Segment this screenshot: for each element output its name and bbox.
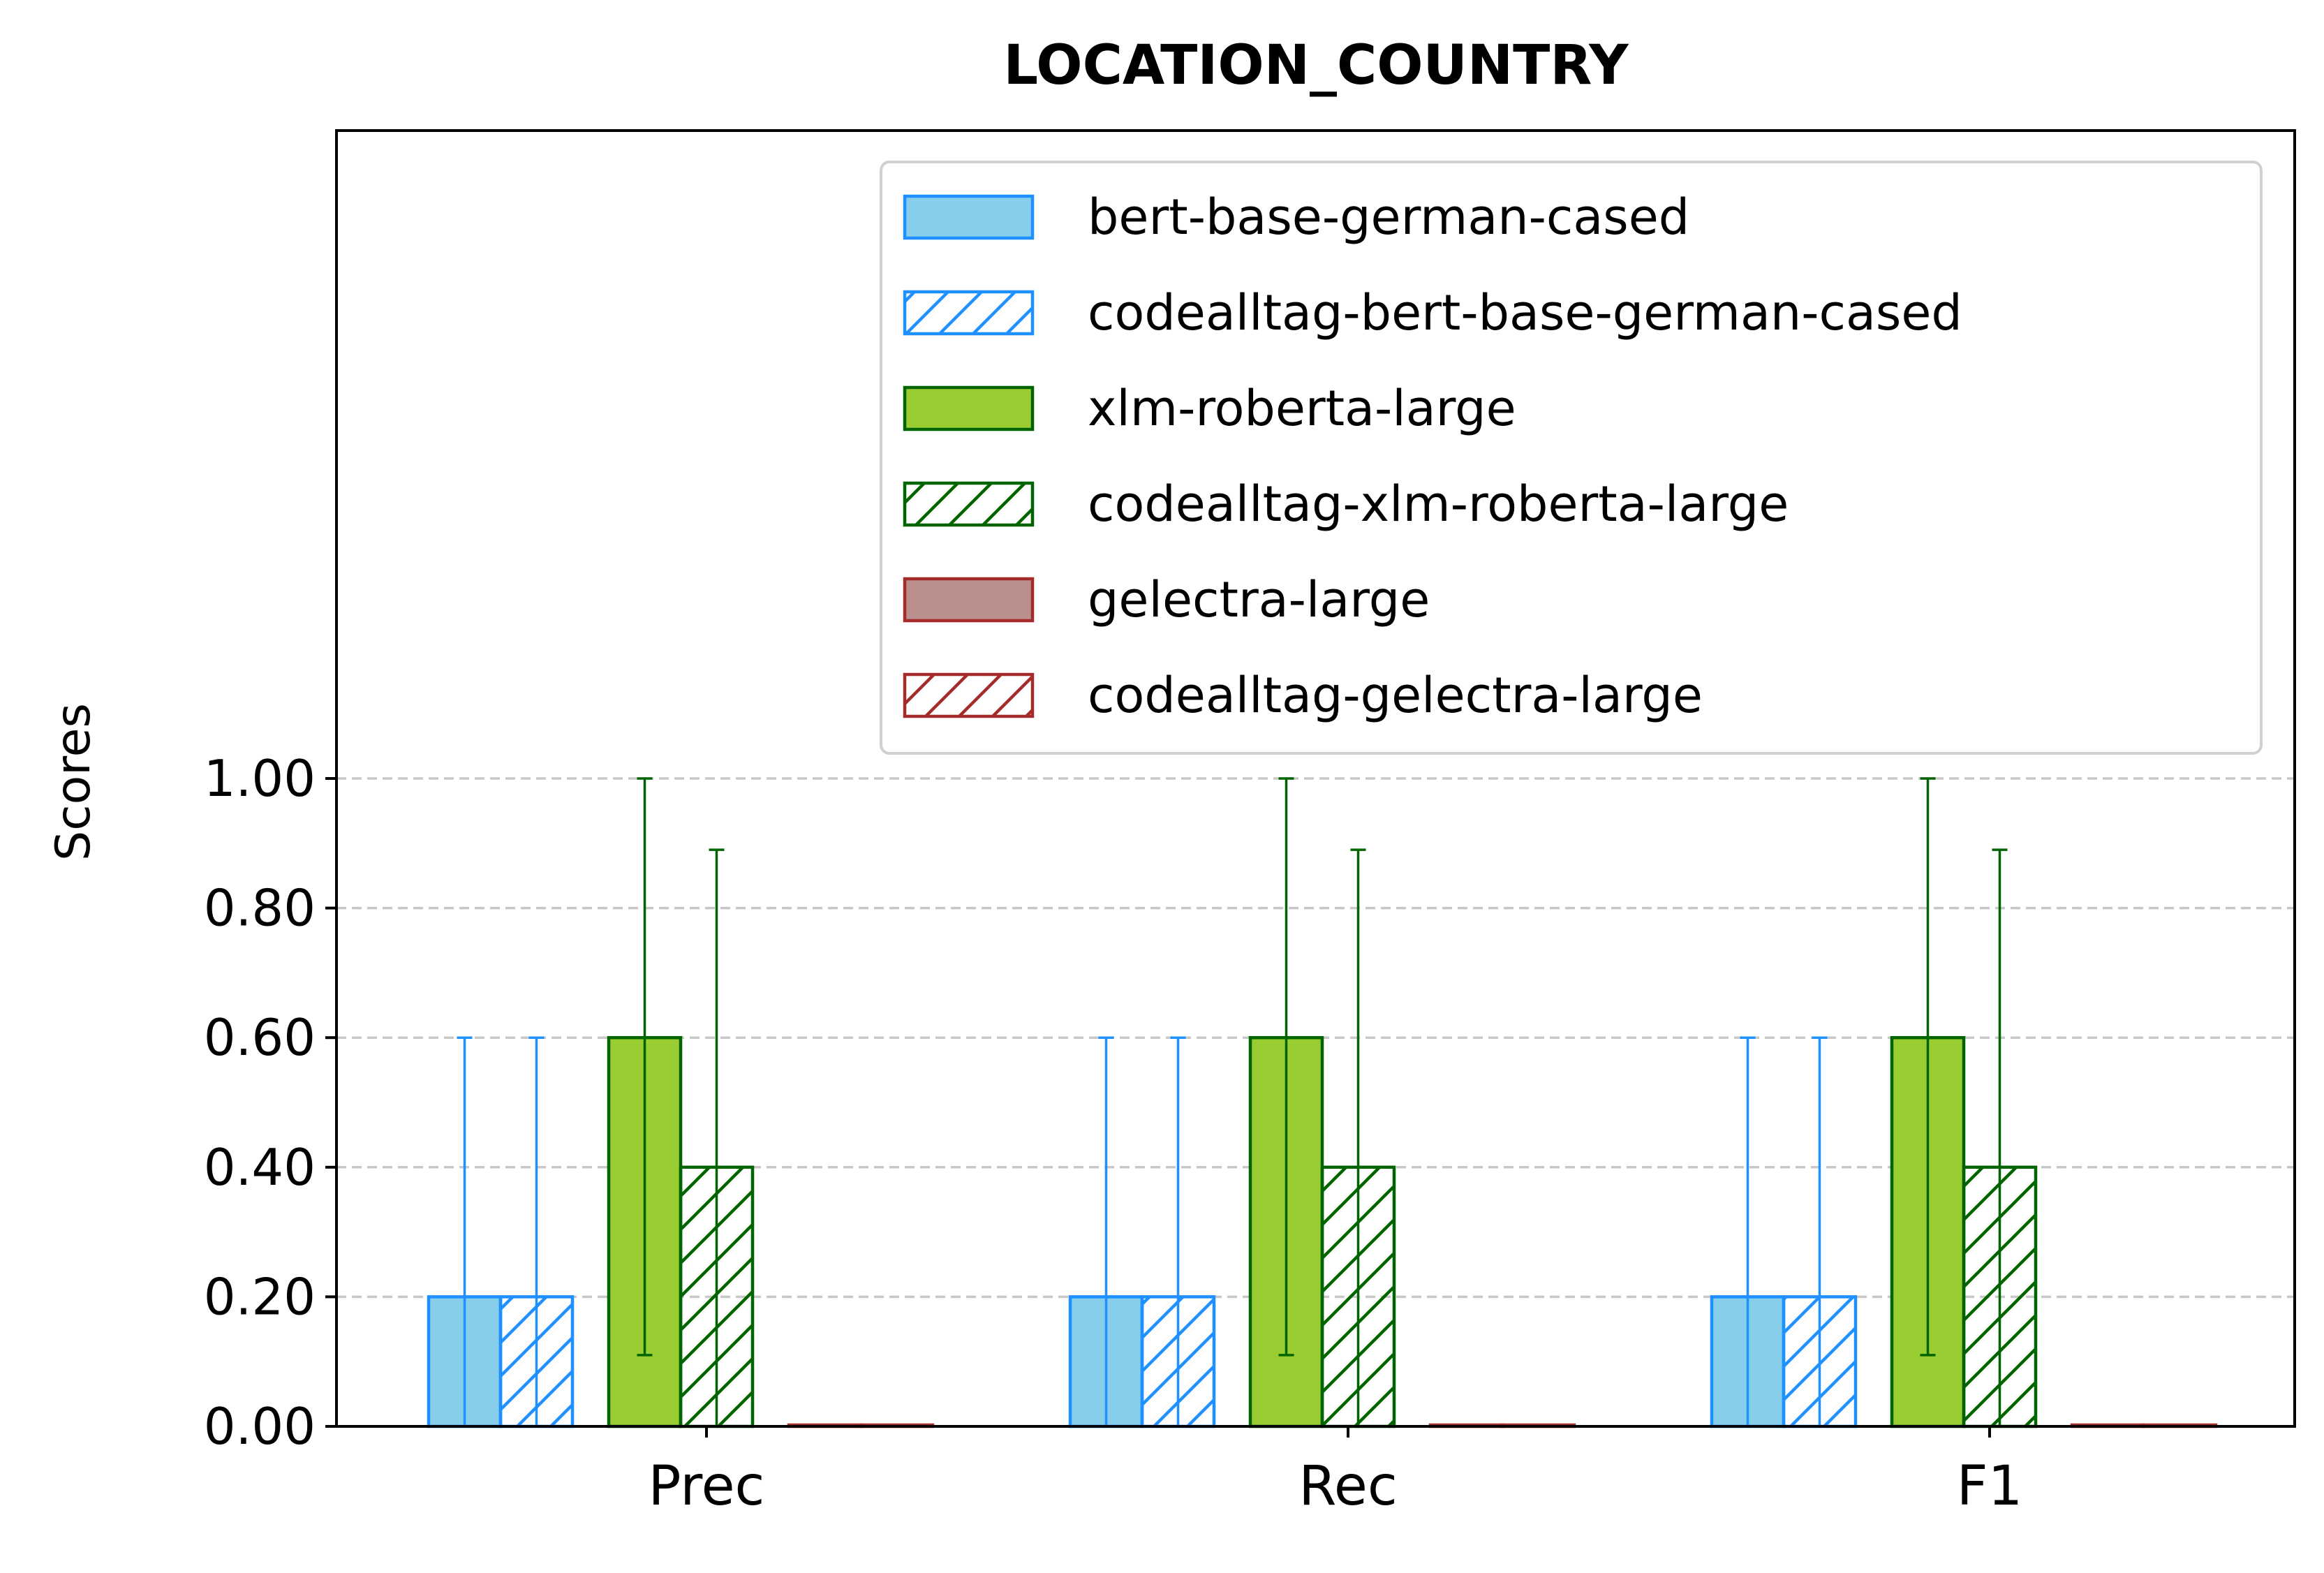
legend-swatch xyxy=(903,672,1035,718)
y-tick-label: 0.00 xyxy=(204,1397,316,1456)
y-tick-label: 0.40 xyxy=(204,1138,316,1197)
legend-label: xlm-roberta-large xyxy=(1088,380,1516,437)
legend-swatch xyxy=(903,577,1035,623)
legend-swatch xyxy=(903,481,1035,527)
legend-label: codealltag-gelectra-large xyxy=(1088,667,1703,724)
y-tick-label: 0.20 xyxy=(204,1267,316,1326)
error-bars-layer xyxy=(457,777,2008,1426)
y-tick-label: 1.00 xyxy=(204,749,316,808)
chart-title: LOCATION_COUNTRY xyxy=(1003,34,1629,97)
legend-swatch xyxy=(903,385,1035,431)
legend: bert-base-german-cased codealltag-bert-ba… xyxy=(880,161,2263,755)
legend-label: bert-base-german-cased xyxy=(1088,189,1689,246)
legend-swatch xyxy=(903,290,1035,336)
legend-swatch xyxy=(903,194,1035,240)
y-tick-label: 0.80 xyxy=(204,879,316,938)
y-tick-label: 0.60 xyxy=(204,1008,316,1067)
legend-label: codealltag-bert-base-german-cased xyxy=(1088,284,1962,341)
axis-layer: 0.00 0.20 0.40 0.60 0.80 1.00 Prec Rec F1 xyxy=(204,749,2023,1518)
legend-label: gelectra-large xyxy=(1088,571,1430,628)
y-axis-label: Scores xyxy=(46,703,101,861)
legend-frame xyxy=(880,161,2263,755)
legend-label: codealltag-xlm-roberta-large xyxy=(1088,475,1789,533)
x-tick-label: Prec xyxy=(649,1455,765,1518)
x-tick-label: F1 xyxy=(1957,1455,2023,1518)
x-tick-label: Rec xyxy=(1298,1455,1398,1518)
